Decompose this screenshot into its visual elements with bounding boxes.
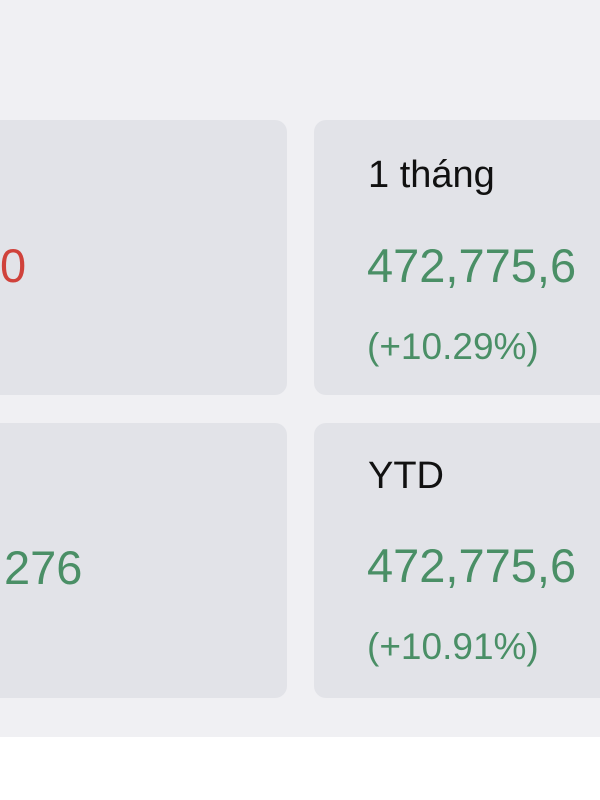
card-value: 472,775,6 xyxy=(367,539,577,592)
performance-card-left-bottom[interactable]: 276 xyxy=(0,423,287,698)
performance-card-ytd[interactable]: YTD 472,775,6 (+10.91%) xyxy=(314,423,600,698)
card-label: YTD xyxy=(368,455,444,497)
performance-card-1-month[interactable]: 1 tháng 472,775,6 (+10.29%) xyxy=(314,120,600,395)
card-label: 1 tháng xyxy=(368,154,495,196)
card-change-percent: (+10.91%) xyxy=(367,626,539,667)
card-value: 0 xyxy=(0,239,27,292)
performance-panel: 0 1 tháng 472,775,6 (+10.29%) 276 YTD 47… xyxy=(0,0,600,737)
card-change-percent: (+10.29%) xyxy=(367,326,539,367)
performance-card-left-top[interactable]: 0 xyxy=(0,120,287,395)
card-value: 472,775,6 xyxy=(367,239,577,292)
card-value: 276 xyxy=(4,541,83,594)
